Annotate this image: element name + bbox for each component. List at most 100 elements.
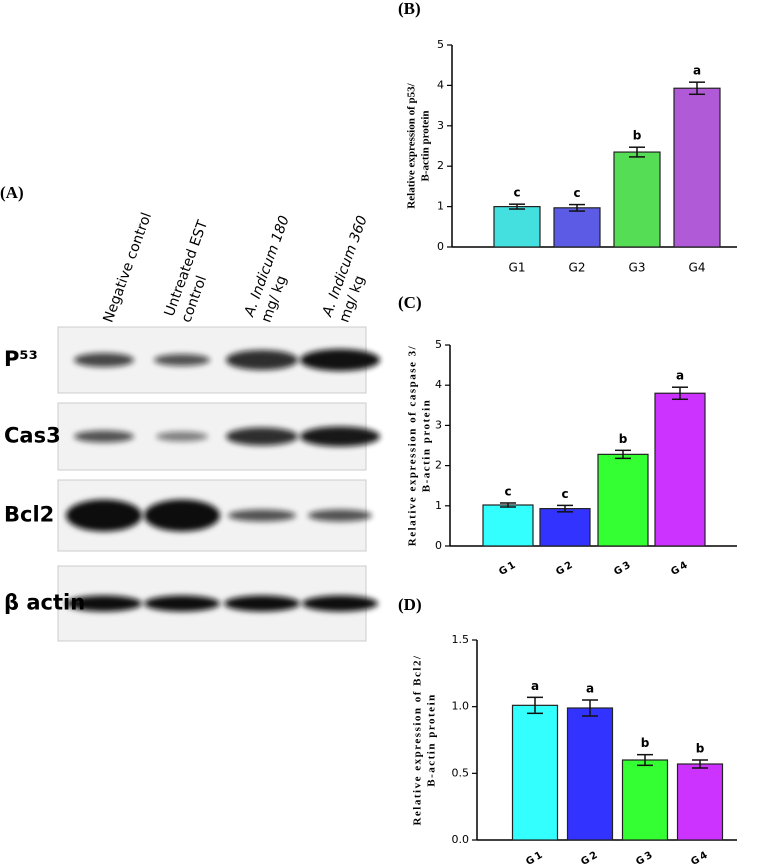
x-tick-label: G4 [689,849,711,867]
bar [511,704,559,841]
blot-band [154,354,210,366]
x-tick-label: G4 [669,559,691,578]
annotation: b [619,432,628,446]
panel-label: (D) [398,595,422,614]
bar [493,206,541,248]
x-tick-label: G2 [569,261,586,275]
blot-band [226,427,298,446]
error-bar [509,203,525,210]
bar [553,207,601,248]
panel-label: (C) [398,293,422,312]
x-tick-label: G2 [579,849,601,867]
error-bar [637,753,653,767]
x-tick-label: G2 [554,559,576,578]
blot-band [66,595,142,612]
blot-row-label: β actin [4,591,85,615]
blot-band [308,509,372,522]
y-axis-label: Relative expression of Bcl2/B-actin prot… [412,654,438,825]
blot-band [302,595,378,612]
blot-band [144,499,220,532]
error-bar [557,504,573,513]
blot-band [224,595,300,612]
y-tick-label: 2 [437,159,444,172]
annotation: a [676,369,684,383]
annotation: a [693,64,701,78]
panel-label: (A) [0,183,24,202]
y-tick-label: 0.0 [452,833,470,846]
y-tick-label: 4 [437,78,444,91]
error-bar [582,699,598,717]
y-axis-label: Relative expression of caspase 3/B-actin… [407,345,433,546]
annotation: a [531,679,539,693]
blot-band [300,349,380,371]
error-bar [569,203,585,212]
y-tick-label: 1 [437,200,444,213]
y-axis-label-line: B-actin protein [426,693,438,787]
error-bar [615,449,631,460]
y-tick-label: 1.0 [452,700,470,713]
y-tick-label: 0 [435,539,442,552]
annotation: b [633,129,642,143]
annotation: b [641,736,650,750]
x-tick-label: G1 [509,261,526,275]
annotation: c [513,186,520,200]
y-tick-label: 0 [437,240,444,253]
blot-band [228,509,296,522]
bar [621,759,669,841]
annotation: a [586,682,594,696]
bar [673,87,721,248]
blot-band [226,350,298,370]
bar [539,508,591,547]
error-bar [527,696,543,715]
blot-band [156,431,208,442]
blot-band [66,499,142,532]
error-bar [500,502,516,508]
y-tick-label: 3 [435,418,442,431]
annotation: c [573,186,580,200]
bar [654,392,706,547]
y-tick-label: 5 [435,338,442,351]
lane-label-line: Negative control [100,210,155,324]
y-tick-label: 1.5 [452,633,470,646]
y-axis-label-line: B-actin protein [421,399,433,493]
y-tick-label: 5 [437,38,444,51]
bar [676,763,724,841]
panel-label: (B) [398,0,421,18]
blot-band [74,353,134,367]
x-tick-label: G4 [689,261,706,275]
y-axis-label: Relative expression of p53/B-actin prote… [406,82,432,208]
x-tick-label: G3 [634,849,656,867]
y-tick-label: 0.5 [452,766,470,779]
blot-row-label: P⁵³ [4,347,38,371]
bar [482,504,534,547]
annotation: b [696,742,705,756]
error-bar [672,386,688,401]
bar [566,707,614,841]
error-bar [629,146,645,158]
blot-row-label: Bcl2 [4,503,54,527]
y-axis-label-line: Relative expression of Bcl2/ [412,654,424,825]
error-bar [689,81,705,96]
y-tick-label: 3 [437,119,444,132]
bar [613,151,661,248]
annotation: c [504,484,511,498]
y-axis-label-line: B-actin protein [420,111,432,182]
blot-band [74,430,134,443]
blot-band [300,426,380,447]
y-tick-label: 4 [435,378,442,391]
y-axis-label-line: Relative expression of caspase 3/ [407,345,419,546]
bar [597,453,649,547]
x-tick-label: G3 [629,261,646,275]
x-tick-label: G3 [612,559,634,578]
x-tick-label: G1 [524,849,546,867]
blot-band [144,595,220,612]
annotation: c [561,487,568,501]
blot-row-label: Cas3 [4,424,61,448]
y-tick-label: 1 [435,499,442,512]
x-tick-label: G1 [497,559,519,578]
y-axis-label-line: Relative expression of p53/ [406,82,418,208]
